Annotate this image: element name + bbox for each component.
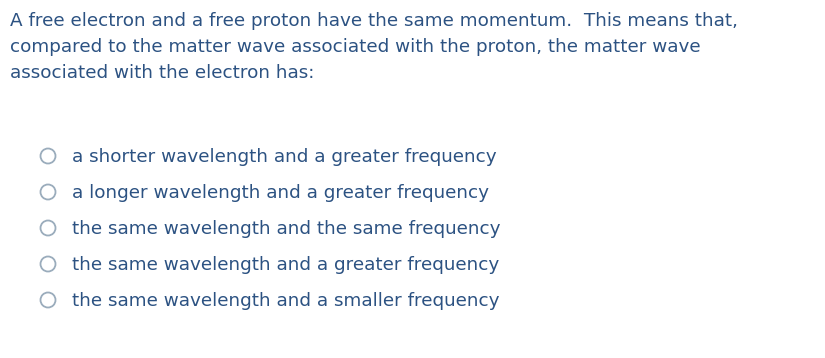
Text: a longer wavelength and a greater frequency: a longer wavelength and a greater freque… [72, 184, 489, 202]
Text: the same wavelength and a greater frequency: the same wavelength and a greater freque… [72, 256, 499, 274]
Text: the same wavelength and the same frequency: the same wavelength and the same frequen… [72, 220, 501, 238]
Text: associated with the electron has:: associated with the electron has: [10, 64, 314, 82]
Text: the same wavelength and a smaller frequency: the same wavelength and a smaller freque… [72, 292, 499, 310]
Text: A free electron and a free proton have the same momentum.  This means that,: A free electron and a free proton have t… [10, 12, 738, 30]
Text: a shorter wavelength and a greater frequency: a shorter wavelength and a greater frequ… [72, 148, 497, 166]
Text: compared to the matter wave associated with the proton, the matter wave: compared to the matter wave associated w… [10, 38, 700, 56]
